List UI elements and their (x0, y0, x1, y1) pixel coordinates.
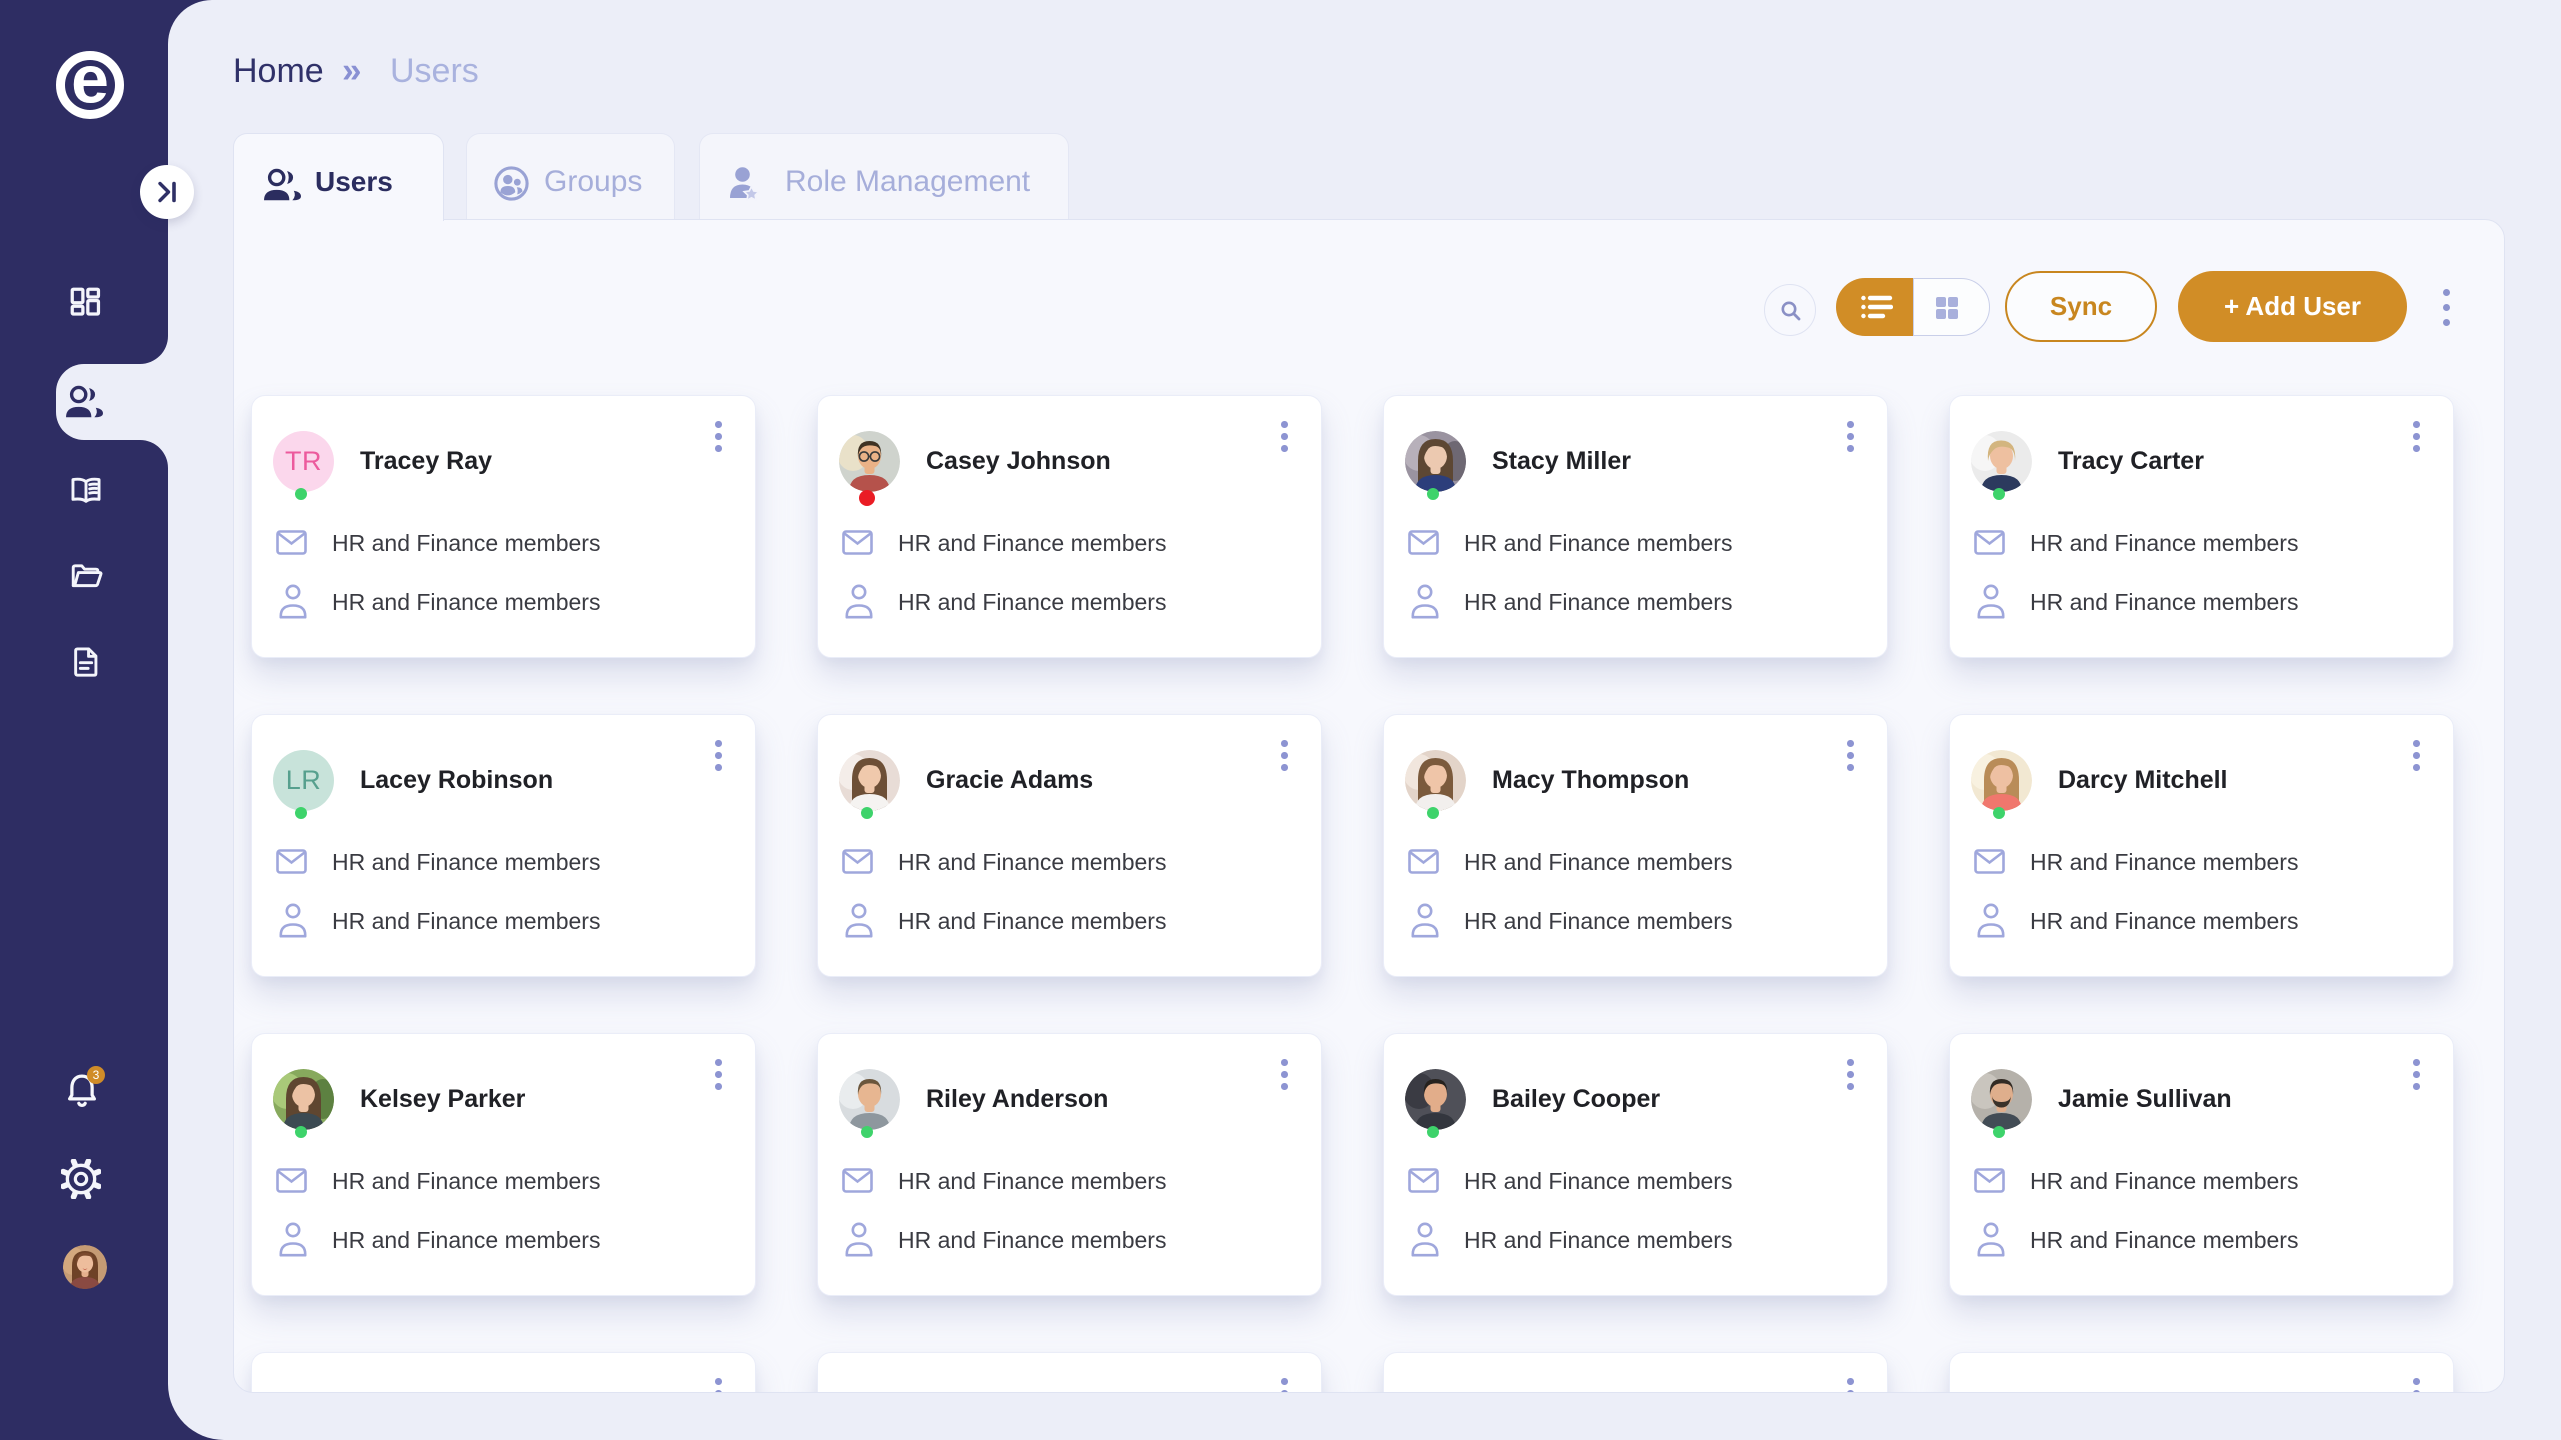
svg-text:e: e (71, 51, 109, 118)
